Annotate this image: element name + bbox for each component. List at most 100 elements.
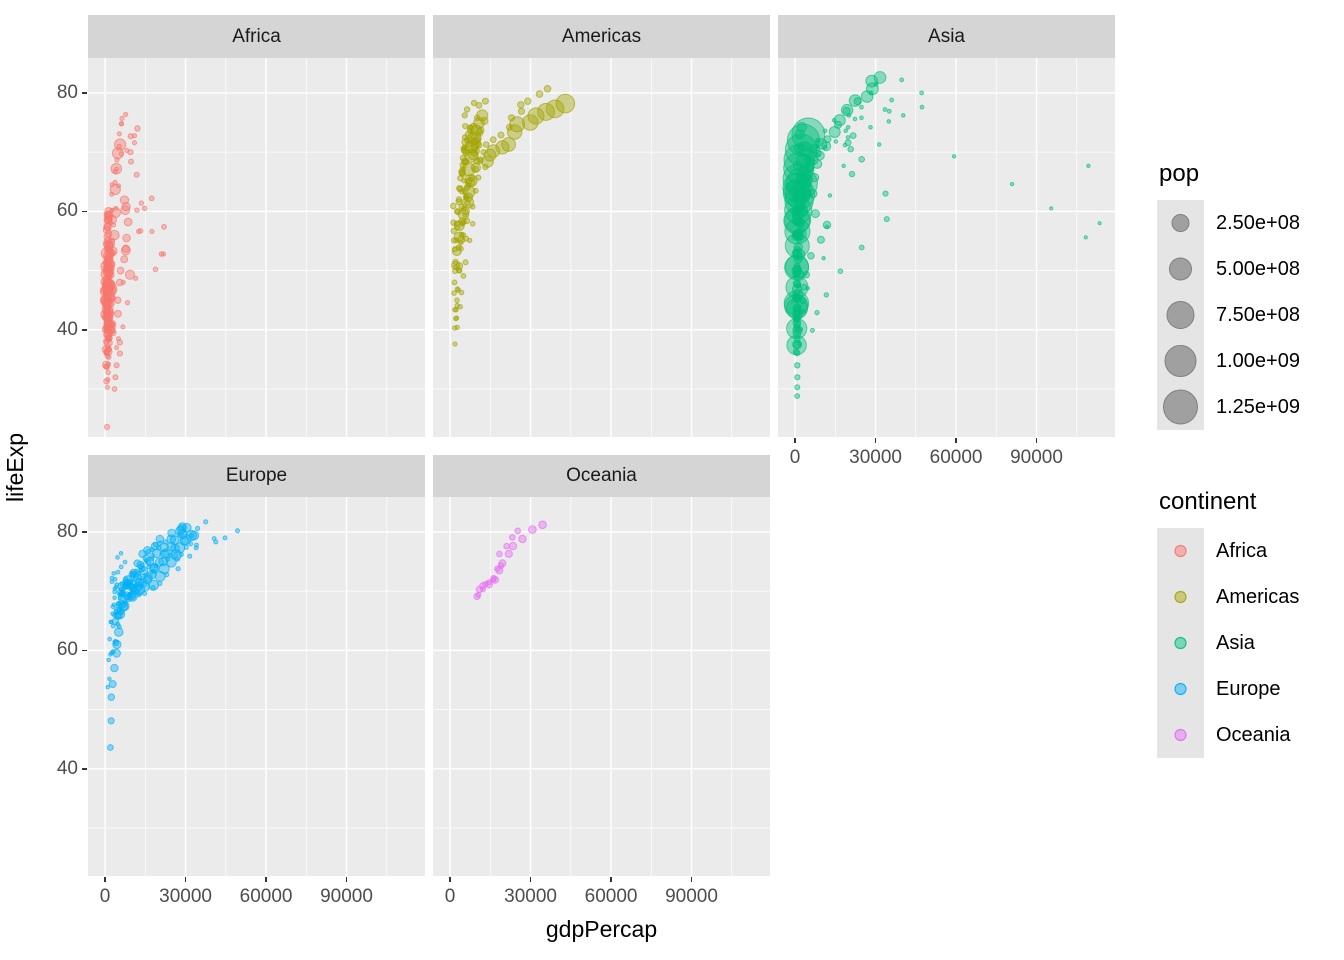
data-point (482, 141, 490, 148)
data-point (105, 336, 111, 343)
data-point (109, 191, 115, 197)
data-point (792, 190, 803, 200)
data-point (133, 275, 139, 281)
data-point (152, 266, 159, 273)
data-point (508, 542, 518, 551)
data-point (822, 145, 828, 150)
data-point (475, 591, 482, 598)
data-point (149, 228, 155, 235)
data-point (490, 574, 497, 582)
data-point (111, 571, 117, 576)
data-point (793, 335, 801, 343)
data-point (535, 90, 544, 98)
x-tick-mark (104, 877, 106, 882)
y-tick-mark (82, 649, 87, 652)
data-point (810, 143, 821, 154)
data-point (167, 528, 177, 538)
data-point (123, 217, 133, 227)
data-point (112, 169, 118, 175)
points-asia (782, 71, 1102, 400)
data-point (951, 154, 957, 159)
data-point (108, 619, 114, 625)
data-point (883, 216, 890, 223)
data-point (104, 384, 111, 390)
data-point (109, 575, 115, 581)
data-point (155, 534, 165, 544)
data-point (450, 202, 457, 210)
size-legend-title: pop (1159, 160, 1200, 187)
data-point (545, 99, 565, 119)
data-point (807, 252, 815, 260)
data-point (469, 131, 477, 140)
data-point (1049, 206, 1054, 211)
data-point (450, 237, 458, 244)
x-tick-label: 60000 (929, 447, 983, 468)
data-point (175, 566, 181, 572)
data-point (143, 572, 153, 582)
data-point (509, 534, 516, 541)
data-point (120, 324, 126, 330)
data-point (124, 300, 131, 306)
data-point (133, 171, 140, 178)
data-point (120, 245, 131, 256)
data-point (900, 113, 906, 118)
data-point (104, 364, 110, 370)
points-europe (105, 519, 240, 751)
x-tick-label: 90000 (665, 886, 718, 907)
data-point (460, 232, 467, 239)
data-point (793, 142, 804, 154)
data-point (105, 684, 111, 690)
data-point (793, 294, 802, 302)
data-point (134, 125, 141, 132)
data-point (473, 114, 481, 122)
data-point (458, 245, 464, 252)
data-point (108, 680, 117, 689)
data-point (112, 595, 117, 600)
data-point (497, 131, 505, 139)
data-point (475, 174, 482, 181)
data-point (794, 217, 803, 226)
data-point (114, 345, 120, 351)
data-point (489, 136, 497, 144)
data-point (480, 116, 489, 125)
data-point (133, 582, 140, 588)
color-legend-keys: Africa Americas Asia Europe Oceania (1157, 528, 1344, 758)
data-point (469, 203, 476, 210)
data-point (814, 310, 820, 316)
data-point (107, 262, 113, 268)
data-point (841, 163, 846, 169)
y-tick-label: 80 (56, 81, 78, 103)
data-point (833, 139, 839, 144)
data-point (845, 125, 851, 130)
data-point (480, 586, 486, 593)
data-point (137, 228, 144, 234)
data-point (802, 271, 810, 279)
data-point (450, 219, 457, 226)
data-point (143, 546, 152, 555)
data-point (137, 590, 143, 597)
size-key-circle-icon (1164, 345, 1197, 377)
data-point (463, 106, 471, 113)
data-point (842, 106, 851, 115)
y-tick-mark (82, 92, 87, 94)
data-point (110, 162, 123, 175)
y-tick-label: 40 (56, 757, 78, 779)
data-point (792, 279, 801, 288)
data-point (471, 165, 479, 173)
data-point (108, 220, 114, 226)
x-tick-mark (449, 877, 451, 882)
data-point (451, 290, 457, 296)
data-point (848, 170, 856, 178)
data-point (470, 99, 478, 107)
data-point (459, 170, 467, 178)
data-point (822, 128, 828, 134)
data-point (454, 286, 461, 292)
data-point (458, 240, 464, 246)
data-point (461, 123, 469, 130)
facet-strip-europe: Europe (88, 455, 425, 497)
data-point (873, 81, 879, 87)
size-key-circle-icon (1169, 257, 1192, 281)
data-point (858, 156, 865, 163)
data-point (467, 237, 473, 244)
x-tick-label: 30000 (159, 886, 212, 907)
